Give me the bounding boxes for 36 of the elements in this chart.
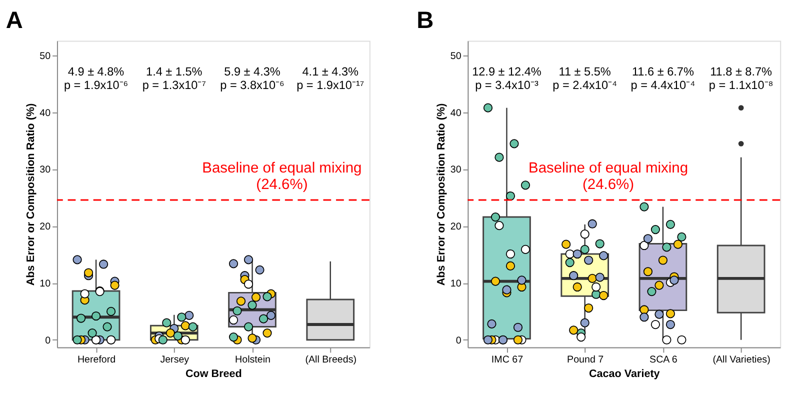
y-tick-label: 0 — [45, 335, 52, 346]
annotation: 4.9 ± 4.8% p = 1.9x10⁻⁶ — [64, 65, 128, 92]
y-tick-label: 10 — [40, 278, 52, 290]
y-tick-label: 40 — [40, 108, 52, 119]
y-tick-label: 10 — [450, 278, 462, 290]
x-tick-label: Holstein — [235, 354, 270, 366]
x-tick-label: (All Breeds) — [305, 354, 356, 366]
x-tick-label: Hereford — [77, 354, 116, 366]
annotation: 1.4 ± 1.5% p = 1.3x10⁻⁷ — [142, 65, 206, 92]
annotation: 11.8 ± 8.7% p = 1.1x10⁻⁸ — [708, 65, 774, 92]
x-tick-label: SCA 6 — [650, 354, 678, 366]
ref-line-label: Baseline of equal mixing (24.6%) — [202, 160, 362, 194]
x-tick-label: (All Varieties) — [712, 354, 770, 366]
annotation: 4.1 ± 4.3% p = 1.9x10⁻¹⁷ — [296, 65, 364, 92]
x-axis-title: Cacao Variety — [588, 368, 660, 380]
y-tick-label: 30 — [40, 164, 52, 176]
y-tick-label: 50 — [40, 50, 52, 62]
annotation: 12.9 ± 12.4% p = 3.4x10⁻³ — [472, 65, 542, 92]
y-tick-label: 50 — [450, 50, 462, 62]
y-tick-label: 30 — [450, 164, 462, 176]
annotation: 5.9 ± 4.3% p = 3.8x10⁻⁶ — [220, 65, 285, 92]
y-tick-label: 20 — [450, 222, 462, 233]
annotation: 11.6 ± 6.7% p = 4.4x10⁻⁴ — [630, 65, 696, 92]
y-tick-label: 0 — [456, 335, 462, 346]
chart-title: A — [6, 6, 23, 33]
annotation: 11 ± 5.5% p = 2.4x10⁻⁴ — [552, 65, 618, 92]
y-axis-title: Abs Error or Composition Ratio (%) — [435, 102, 448, 286]
y-tick-label: 40 — [450, 108, 462, 119]
y-tick-label: 20 — [40, 222, 52, 233]
ref-line-label: Baseline of equal mixing (24.6%) — [528, 160, 688, 194]
x-axis-title: Cow Breed — [185, 368, 242, 380]
x-tick-label: Pound 7 — [567, 354, 604, 366]
y-axis-title: Abs Error or Composition Ratio (%) — [24, 102, 37, 286]
chart-title: B — [416, 6, 434, 33]
x-tick-label: Jersey — [160, 354, 190, 366]
x-tick-label: IMC 67 — [491, 354, 524, 366]
